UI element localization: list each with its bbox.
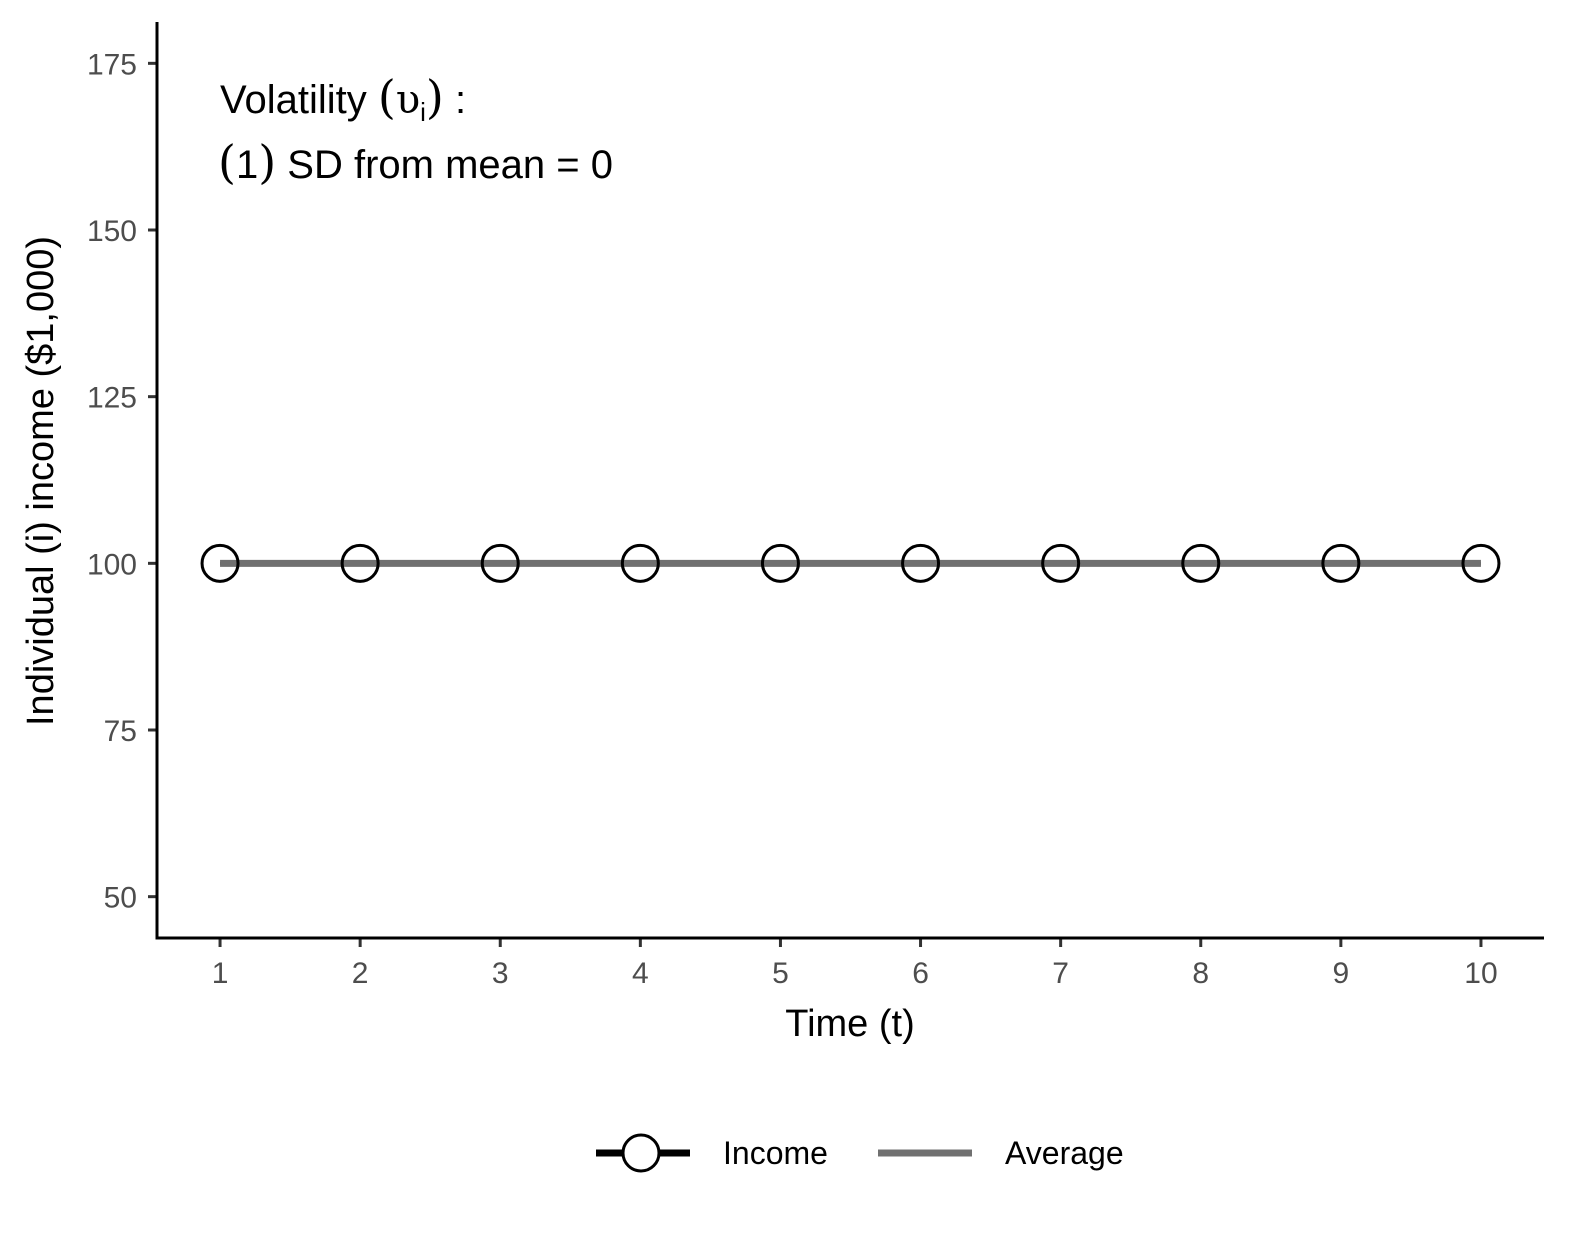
income-point (200, 543, 240, 583)
annotation-subscript: i (420, 97, 426, 127)
legend-label-income: Income (723, 1135, 828, 1171)
annotation-open-paren: ( (378, 70, 396, 124)
x-tick-label: 6 (912, 957, 929, 990)
income-point (760, 543, 800, 583)
x-tick-label: 5 (772, 957, 789, 990)
y-tick-label: 100 (87, 548, 137, 581)
income-point (480, 543, 520, 583)
axis-ticks: 50 75 100 125 150 175 1 2 3 4 5 6 7 8 9 10 (87, 48, 1498, 990)
annotation-line-1: Volatility (υi) : (220, 70, 466, 127)
legend-key-income-marker (621, 1133, 661, 1173)
x-tick-label: 8 (1192, 957, 1209, 990)
annotation-number: 1 (236, 143, 258, 187)
legend-item-income: Income (596, 1133, 828, 1173)
income-point (901, 543, 941, 583)
income-point (1321, 543, 1361, 583)
x-tick-label: 7 (1052, 957, 1069, 990)
y-axis-title: Individual (i) income ($1,000) (20, 236, 62, 726)
x-tick-label: 10 (1464, 957, 1497, 990)
x-tick-label: 3 (492, 957, 509, 990)
annotation-line-2: (1) SD from mean = 0 (218, 135, 613, 189)
annotation-line-2-text: SD from mean = 0 (276, 143, 613, 187)
income-point (1461, 543, 1501, 583)
x-tick-label: 4 (632, 957, 649, 990)
annotation-upsilon: υ (396, 77, 420, 123)
annotation-open-paren-2: ( (218, 135, 236, 189)
annotation-line-1-suffix: : (444, 78, 466, 122)
y-tick-label: 175 (87, 48, 137, 81)
volatility-annotation: Volatility (υi) : (1) SD from mean = 0 (218, 70, 613, 189)
income-point (620, 543, 660, 583)
annotation-close-paren: ) (426, 70, 444, 124)
legend: Income Average (596, 1133, 1124, 1173)
legend-label-average: Average (1005, 1135, 1124, 1171)
income-point (340, 543, 380, 583)
x-tick-label: 9 (1333, 957, 1350, 990)
x-tick-label: 2 (352, 957, 369, 990)
y-tick-label: 150 (87, 215, 137, 248)
y-tick-label: 75 (104, 715, 137, 748)
income-point (1041, 543, 1081, 583)
income-point (1181, 543, 1221, 583)
x-tick-label: 1 (212, 957, 229, 990)
x-axis-title: Time (t) (785, 1003, 914, 1045)
annotation-line-1-prefix: Volatility (220, 78, 378, 122)
series-layer (200, 543, 1501, 583)
y-tick-label: 50 (104, 882, 137, 915)
y-tick-label: 125 (87, 382, 137, 415)
legend-item-average: Average (878, 1135, 1124, 1171)
annotation-close-paren-2: ) (258, 135, 276, 189)
